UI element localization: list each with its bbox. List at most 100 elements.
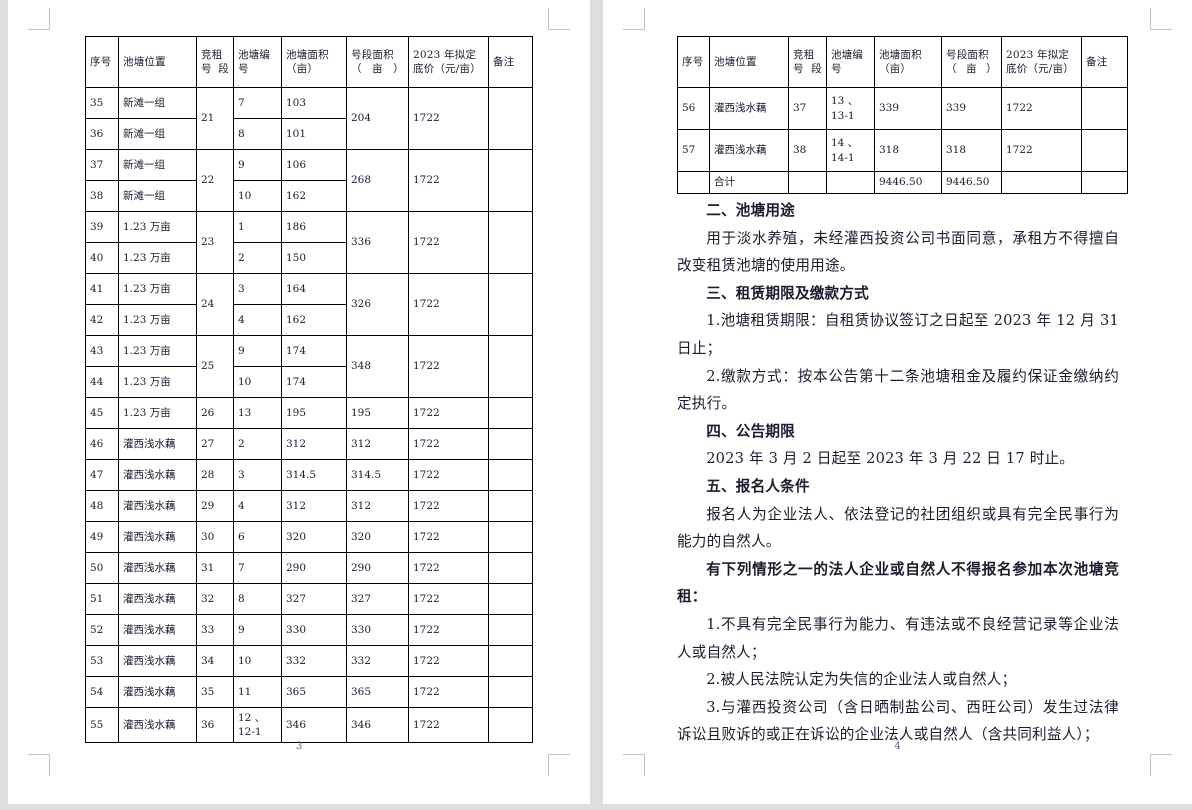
cell-seq: 41 <box>85 273 119 305</box>
cell-pond-area: 320 <box>281 521 347 553</box>
cell-location: 1.23 万亩 <box>118 273 197 305</box>
table-row: 57 灌西浅水藕 38 14 、 14-1 318 318 1722 <box>677 129 1128 172</box>
announcement-body-text: 二、池塘用途 用于淡水养殖，未经灌西投资公司书面同意，承租方不得擅自改变租赁池塘的… <box>677 197 1119 749</box>
table-total-row: 合计 9446.50 9446.50 <box>677 171 1128 194</box>
col-header-location: 池塘位置 <box>118 36 197 88</box>
cell-pond-area: 174 <box>281 366 347 398</box>
cell-remark <box>488 397 533 429</box>
cell-seq: 50 <box>85 552 119 584</box>
crop-mark-top-left <box>623 8 645 30</box>
cell-section: 37 <box>788 87 827 130</box>
cell-section-area: 290 <box>346 552 409 584</box>
cell-section-area: 320 <box>346 521 409 553</box>
table-body-right: 56 灌西浅水藕 37 13 、 13-1 339 339 1722 57 灌西浅水藕 38 14 … <box>677 87 1128 194</box>
cell-pond-no: 14 、 14-1 <box>826 129 875 172</box>
cell-price: 1722 <box>408 614 489 646</box>
crop-mark-bottom-left <box>28 754 50 776</box>
condition-item-1: 2.被人民法院认定为失信的企业法人或自然人； <box>706 671 1017 689</box>
cell-pond-no: 7 <box>233 552 282 584</box>
crop-mark-bottom-left <box>623 754 645 776</box>
table-row: 48 灌西浅水藕 29 4 312 312 1722 <box>85 490 533 522</box>
cell-remark <box>488 552 533 584</box>
section-paragraph-0-0: 用于淡水养殖，未经灌西投资公司书面同意，承租方不得擅自改变租赁池塘的使用用途。 <box>677 229 1119 275</box>
cell-seq: 54 <box>85 676 119 708</box>
cell-pond-area: 312 <box>281 490 347 522</box>
table-header-row: 序号 池塘位置 竞租号段 池塘编号 池塘面积（亩） 号段面积（亩） 2023 年… <box>85 36 533 88</box>
cell-pond-area: 106 <box>281 149 347 181</box>
cell-price: 1722 <box>1001 87 1082 130</box>
cell-remark <box>1081 129 1128 172</box>
section-paragraph-1-1: 2.缴款方式：按本公告第十二条池塘租金及履约保证金缴纳约定执行。 <box>677 367 1119 413</box>
cell-price: 1722 <box>408 87 489 150</box>
table-row: 40 1.23 万亩 2 150 <box>85 242 533 274</box>
cell-location: 1.23 万亩 <box>118 397 197 429</box>
cell-section: 35 <box>196 676 234 708</box>
cell-remark <box>488 87 533 150</box>
cell-pond-area: 312 <box>281 428 347 460</box>
cell-seq: 56 <box>677 87 710 130</box>
col-header-section-area: 号段面积（亩） <box>346 36 409 88</box>
table-row: 46 灌西浅水藕 27 2 312 312 1722 <box>85 428 533 460</box>
cell-pond-no: 4 <box>233 304 282 336</box>
cell-section: 21 <box>196 87 234 150</box>
cell-remark <box>488 273 533 336</box>
page-number-left: 3 <box>295 741 303 752</box>
total-cell-location: 合计 <box>709 171 789 194</box>
table-row: 35 新滩一组 21 7 103 204 1722 <box>85 87 533 150</box>
cell-section-area: 268 <box>346 149 409 212</box>
cell-seq: 38 <box>85 180 119 212</box>
cell-location: 灌西浅水藕 <box>118 490 197 522</box>
col-header-remark: 备注 <box>1081 36 1128 88</box>
col-header-pond-area: 池塘面积（亩） <box>281 36 347 88</box>
cell-seq: 49 <box>85 521 119 553</box>
cell-location: 1.23 万亩 <box>118 242 197 274</box>
cell-price: 1722 <box>408 676 489 708</box>
cell-remark <box>488 211 533 274</box>
cell-seq: 57 <box>677 129 710 172</box>
table-body-left: 35 新滩一组 21 7 103 204 1722 36 新滩一组 8 101 37 新滩一组 22 9 10… <box>85 87 533 744</box>
cell-location: 灌西浅水藕 <box>118 459 197 491</box>
cell-section-area: 365 <box>346 676 409 708</box>
condition-item-2: 3.与灌西投资公司（含日晒制盐公司、西旺公司）发生过法律诉讼且败诉的或正在诉讼的… <box>677 698 1119 744</box>
section-heading-3: 五、报名人条件 <box>706 477 810 495</box>
cell-price: 1722 <box>408 490 489 522</box>
cell-remark <box>488 583 533 615</box>
cell-remark <box>488 335 533 398</box>
cell-pond-area: 314.5 <box>281 459 347 491</box>
cell-seq: 39 <box>85 211 119 243</box>
cell-location: 新滩一组 <box>118 118 197 150</box>
cell-section-area: 327 <box>346 583 409 615</box>
cell-pond-no: 7 <box>233 87 282 119</box>
cell-section-area: 330 <box>346 614 409 646</box>
table-row: 50 灌西浅水藕 31 7 290 290 1722 <box>85 552 533 584</box>
cell-price: 1722 <box>408 335 489 398</box>
table-row: 36 新滩一组 8 101 <box>85 118 533 150</box>
cell-location: 1.23 万亩 <box>118 335 197 367</box>
cell-section: 24 <box>196 273 234 336</box>
table-row: 43 1.23 万亩 25 9 174 348 1722 <box>85 335 533 398</box>
table-row: 39 1.23 万亩 23 1 186 336 1722 <box>85 211 533 274</box>
cell-pond-no: 6 <box>233 521 282 553</box>
cell-seq: 42 <box>85 304 119 336</box>
cell-pond-area: 346 <box>281 706 347 744</box>
cell-section-area: 312 <box>346 428 409 460</box>
crop-mark-bottom-right <box>1150 754 1172 776</box>
document-page-left: 序号 池塘位置 竞租号段 池塘编号 池塘面积（亩） 号段面积（亩） 2023 年… <box>8 0 590 804</box>
cell-pond-no: 10 <box>233 180 282 212</box>
cell-pond-no: 1 <box>233 211 282 243</box>
cell-section: 26 <box>196 397 234 429</box>
cell-section: 34 <box>196 645 234 677</box>
table-header-right: 序号 池塘位置 竞租号段 池塘编号 池塘面积（亩） 号段面积（亩） 2023 年… <box>677 36 1128 88</box>
cell-pond-no: 9 <box>233 149 282 181</box>
col-header-price: 2023 年拟定底价（元/亩） <box>1001 36 1082 88</box>
cell-section-area: 348 <box>346 335 409 398</box>
col-header-price: 2023 年拟定底价（元/亩） <box>408 36 489 88</box>
cell-section: 22 <box>196 149 234 212</box>
table-row: 56 灌西浅水藕 37 13 、 13-1 339 339 1722 <box>677 87 1128 130</box>
cell-location: 新滩一组 <box>118 87 197 119</box>
table-row: 37 新滩一组 22 9 106 268 1722 <box>85 149 533 212</box>
cell-section: 32 <box>196 583 234 615</box>
col-header-location: 池塘位置 <box>709 36 789 88</box>
cell-price: 1722 <box>408 211 489 274</box>
cell-location: 1.23 万亩 <box>118 366 197 398</box>
